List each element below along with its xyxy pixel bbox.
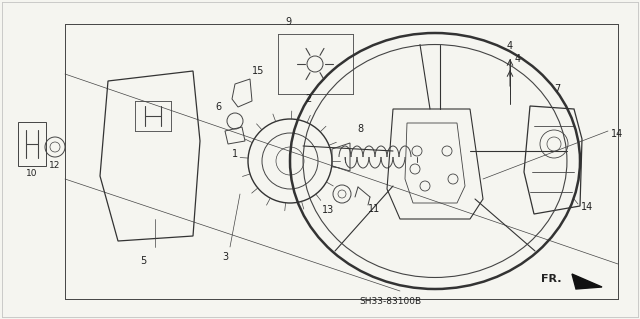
Text: 13: 13 xyxy=(322,205,334,215)
Text: 7: 7 xyxy=(554,84,560,94)
Text: 5: 5 xyxy=(140,256,146,266)
Text: 3: 3 xyxy=(222,252,228,262)
Text: 9: 9 xyxy=(285,17,291,27)
Text: 4: 4 xyxy=(507,41,513,51)
Text: 12: 12 xyxy=(49,160,61,169)
Text: 11: 11 xyxy=(368,204,380,214)
Text: 14: 14 xyxy=(581,202,593,212)
Text: 1: 1 xyxy=(232,149,238,159)
Text: 15: 15 xyxy=(252,66,264,76)
Text: SH33-83100B: SH33-83100B xyxy=(359,296,421,306)
Text: FR.: FR. xyxy=(541,274,562,284)
Text: 6: 6 xyxy=(215,102,221,112)
Text: 10: 10 xyxy=(26,169,38,179)
Text: 2: 2 xyxy=(305,94,311,104)
Text: 14: 14 xyxy=(611,129,623,139)
Text: 4: 4 xyxy=(515,54,521,64)
Polygon shape xyxy=(572,274,602,289)
Text: 8: 8 xyxy=(357,124,363,134)
